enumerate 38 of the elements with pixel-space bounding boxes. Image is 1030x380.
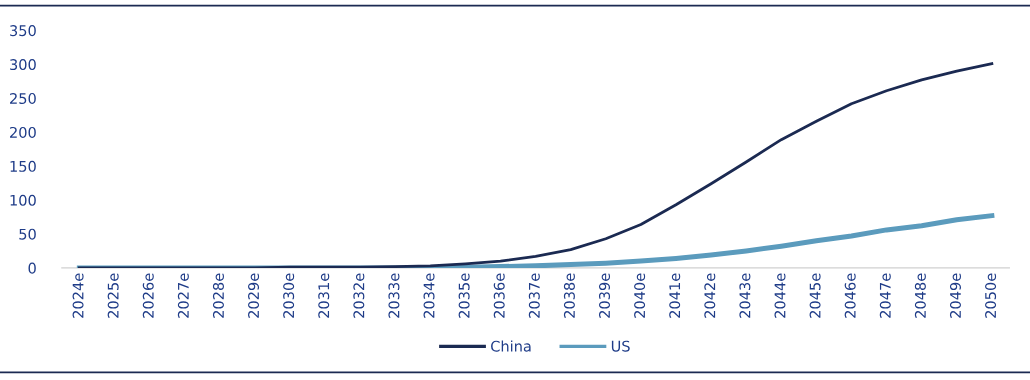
x-tick-label: 2048e <box>914 273 926 318</box>
x-tick-label: 2035e <box>458 273 470 318</box>
x-tick-label: 2038e <box>563 273 575 318</box>
x-tick-label: 2026e <box>142 273 154 318</box>
y-tick-label: 300 <box>10 59 36 71</box>
x-tick-label: 2040e <box>634 273 646 318</box>
x-tick-label: 2043e <box>739 273 751 318</box>
y-tick-label: 250 <box>10 92 36 105</box>
y-tick-label: 0 <box>28 262 36 274</box>
legend-label: US <box>611 340 630 352</box>
y-tick-label: 350 <box>10 25 36 37</box>
x-tick-label: 2032e <box>353 273 365 318</box>
x-tick-label: 2039e <box>598 273 611 318</box>
x-tick-label: 2033e <box>388 273 400 318</box>
x-tick-label: 2031e <box>318 273 330 318</box>
x-tick-label: 2027e <box>177 273 189 318</box>
x-tick-label: 2049e <box>949 273 961 318</box>
x-tick-label: 2034e <box>423 273 435 318</box>
x-tick-label: 2037e <box>528 273 540 318</box>
x-tick-label: 2028e <box>212 273 224 318</box>
x-tick-label: 2029e <box>248 273 260 318</box>
x-tick-label: 2044e <box>774 273 786 318</box>
y-tick-label: 100 <box>10 194 36 206</box>
x-tick-label: 2046e <box>844 273 856 318</box>
y-tick-label: 50 <box>19 228 36 240</box>
x-tick-label: 2030e <box>283 273 295 318</box>
y-tick-label: 200 <box>10 126 36 138</box>
legend-label: China <box>491 340 531 352</box>
x-tick-label: 2025e <box>107 273 119 318</box>
x-tick-label: 2050e <box>985 273 997 318</box>
x-tick-label: 2041e <box>669 273 681 318</box>
line-series <box>77 62 994 268</box>
y-tick-label: 150 <box>10 160 36 172</box>
x-tick-label: 2042e <box>704 273 716 318</box>
x-tick-label: 2045e <box>809 273 821 318</box>
x-tick-label: 2047e <box>879 273 891 318</box>
x-tick-label: 2036e <box>493 273 505 318</box>
x-tick-label: 2024e <box>72 273 84 318</box>
